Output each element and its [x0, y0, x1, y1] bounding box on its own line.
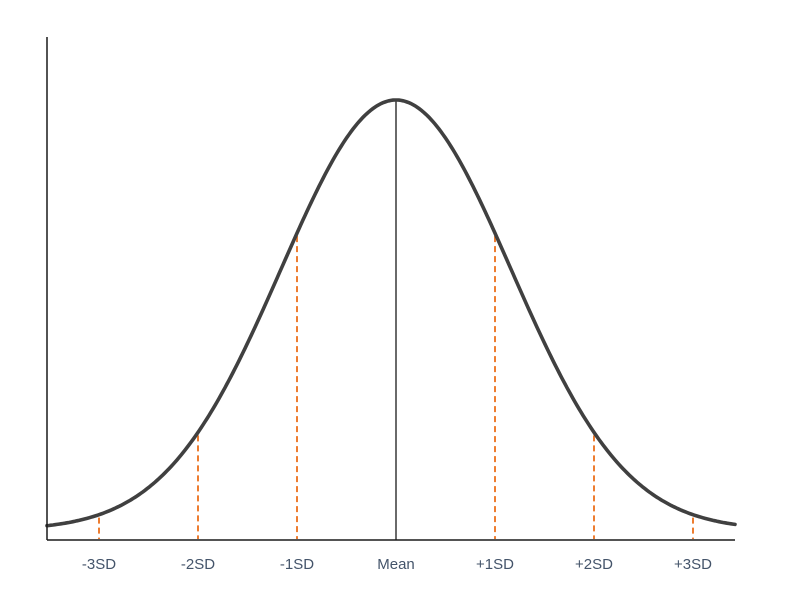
x-tick-label-neg2sd: -2SD [180, 556, 216, 573]
x-tick-label-pos1sd: +1SD [476, 556, 514, 573]
x-tick-label-mean: Mean [377, 556, 415, 573]
bell-curve [45, 98, 737, 528]
x-tick-label-pos2sd: +2SD [575, 556, 613, 573]
x-tick-label-neg3sd: -3SD [81, 556, 117, 573]
x-tick-label-pos3sd: +3SD [674, 556, 712, 573]
x-tick-label-neg1sd: -1SD [279, 556, 315, 573]
